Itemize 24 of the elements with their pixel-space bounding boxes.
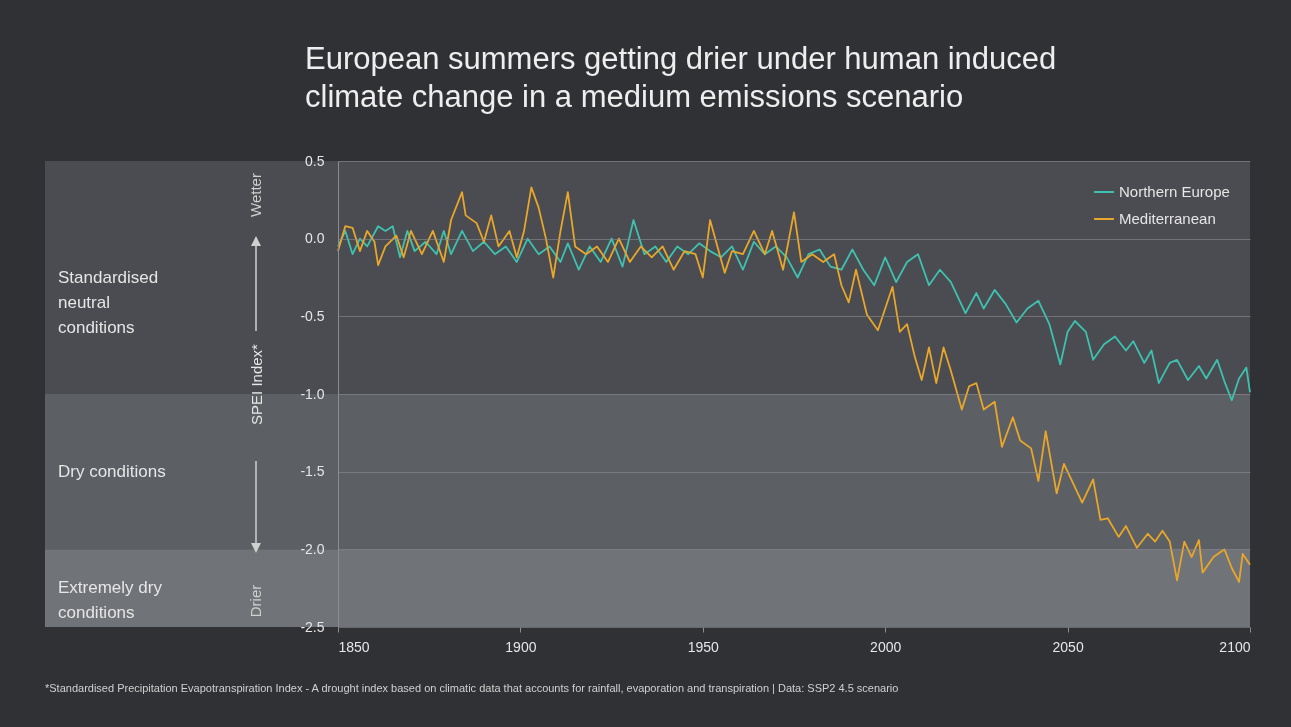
y-tick-label: -2.0 <box>300 540 325 557</box>
legend-label: Mediterranean <box>1119 210 1216 227</box>
band-label: Dry conditions <box>58 461 166 481</box>
y-axis-title: SPEI Index* <box>247 343 265 425</box>
x-tick-label: 2000 <box>870 638 902 655</box>
y-tick-label: -0.5 <box>300 307 325 324</box>
chart-title: European summers getting drier under human induced climate change in a medium emissions scenario <box>305 41 1057 114</box>
y-tick-label: -1.5 <box>300 463 325 480</box>
x-tick-label: 2100 <box>1219 638 1251 655</box>
x-tick-label: 1850 <box>338 638 370 655</box>
y-tick-label: -1.0 <box>300 385 325 402</box>
legend-label: Northern Europe <box>1119 183 1230 200</box>
text: Wetter <box>247 173 264 217</box>
x-tick-label: 2050 <box>1052 638 1084 655</box>
y-tick-label: 0.0 <box>305 230 325 247</box>
text: Drier <box>247 584 264 618</box>
text: *Standardised Precipitation Evapotranspiration Index - A drought index based on climatic data that accounts for rainfall, evaporation and transpiration | Data: SSP2 4.5 scenario <box>45 682 899 694</box>
x-tick-label: 1950 <box>687 638 720 655</box>
y-tick-label: -2.5 <box>300 618 325 635</box>
line-series <box>337 186 1251 583</box>
band-label: Standardised neutral conditions <box>58 267 159 337</box>
y-tick-label: 0.5 <box>305 152 325 169</box>
band-label: Extremely dry conditions <box>58 578 163 623</box>
x-tick-label: 1900 <box>505 638 537 655</box>
